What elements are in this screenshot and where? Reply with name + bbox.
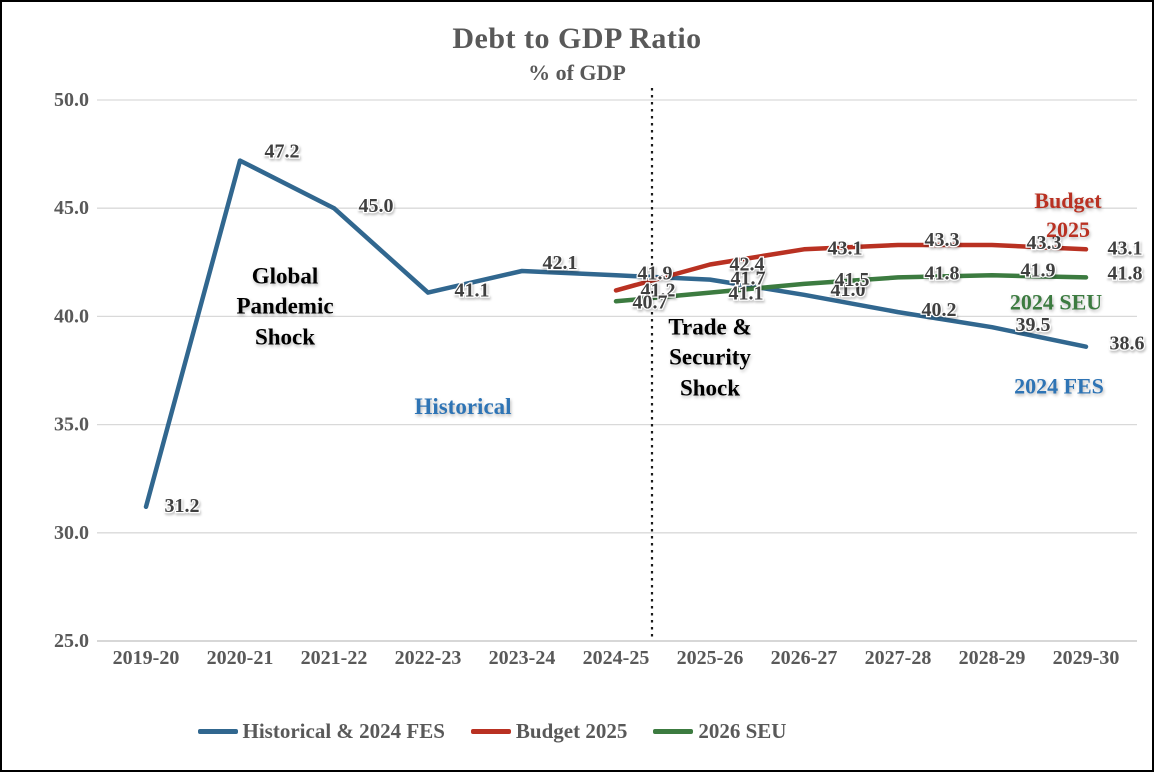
- x-axis-tick-label: 2023-24: [489, 647, 556, 669]
- x-axis-tick-label: 2025-26: [677, 647, 744, 669]
- y-axis-tick-label: 25.0: [54, 630, 89, 652]
- legend-item: Historical & 2024 FES: [197, 719, 445, 744]
- legend-item: 2026 SEU: [653, 719, 786, 744]
- data-label: 41.1: [455, 280, 490, 302]
- data-label: 42.4: [730, 254, 765, 276]
- x-axis-tick-label: 2019-20: [113, 647, 180, 669]
- data-label: 40.2: [922, 299, 957, 321]
- annotation-fes-2024: 2024 FES: [1014, 373, 1104, 399]
- series-line: [613, 273, 1089, 304]
- annotation-seu-2024: 2024 SEU: [1009, 289, 1103, 315]
- x-axis-tick-label: 2027-28: [865, 647, 932, 669]
- y-axis-tick-label: 35.0: [54, 414, 89, 436]
- x-axis-tick-label: 2020-21: [207, 647, 274, 669]
- legend-item: Budget 2025: [470, 719, 628, 744]
- annotation-global-pandemic-shock: Global Pandemic Shock: [236, 263, 334, 350]
- legend-swatch: [470, 729, 511, 734]
- y-axis-tick-label: 45.0: [54, 197, 89, 219]
- data-label: 43.1: [828, 237, 863, 259]
- data-label: 43.3: [925, 229, 960, 251]
- x-axis-tick-label: 2029-30: [1053, 647, 1120, 669]
- x-axis-tick-label: 2026-27: [771, 647, 838, 669]
- chart-legend: Historical & 2024 FES Budget 2025 2026 SEU: [2, 719, 1067, 744]
- data-label: 41.2: [641, 279, 676, 301]
- legend-swatch: [197, 729, 238, 734]
- y-axis-tick-label: 50.0: [54, 89, 89, 111]
- data-label: 38.6: [1110, 333, 1145, 355]
- annotation-budget-2025: Budget 2025: [1034, 187, 1102, 242]
- data-label: 40.7: [633, 291, 668, 313]
- series-line: [143, 158, 1089, 510]
- legend-label: 2026 SEU: [698, 719, 787, 743]
- data-label: 41.0: [831, 279, 866, 301]
- data-label: 39.5: [1016, 314, 1051, 336]
- legend-label: Budget 2025: [515, 719, 628, 743]
- data-label: 41.7: [731, 268, 766, 290]
- data-label: 45.0: [359, 195, 394, 217]
- data-label: 31.2: [165, 495, 200, 517]
- x-axis-tick-label: 2022-23: [395, 647, 462, 669]
- series-line: [613, 242, 1089, 293]
- data-label: 41.8: [1108, 262, 1143, 284]
- x-axis-tick-label: 2024-25: [583, 647, 650, 669]
- y-axis-tick-label: 40.0: [54, 305, 89, 327]
- data-label: 41.9: [1021, 259, 1056, 281]
- data-label: 41.1: [729, 283, 764, 305]
- x-axis-tick-label: 2021-22: [301, 647, 368, 669]
- data-label: 41.5: [835, 269, 870, 291]
- data-label: 41.8: [925, 262, 960, 284]
- annotation-trade-security-shock: Trade & Security Shock: [668, 314, 752, 401]
- data-label: 41.9: [638, 262, 673, 284]
- y-axis-tick-label: 30.0: [54, 522, 89, 544]
- annotation-historical: Historical: [414, 393, 512, 419]
- chart-title: Debt to GDP Ratio: [452, 22, 702, 55]
- legend-swatch: [653, 729, 694, 734]
- legend-label: Historical & 2024 FES: [242, 719, 445, 743]
- data-label: 42.1: [543, 252, 578, 274]
- x-axis-tick-label: 2028-29: [959, 647, 1026, 669]
- data-label: 43.3: [1027, 232, 1062, 254]
- data-label: 47.2: [265, 141, 300, 163]
- data-label: 43.1: [1108, 237, 1143, 259]
- chart-subtitle: % of GDP: [528, 60, 626, 85]
